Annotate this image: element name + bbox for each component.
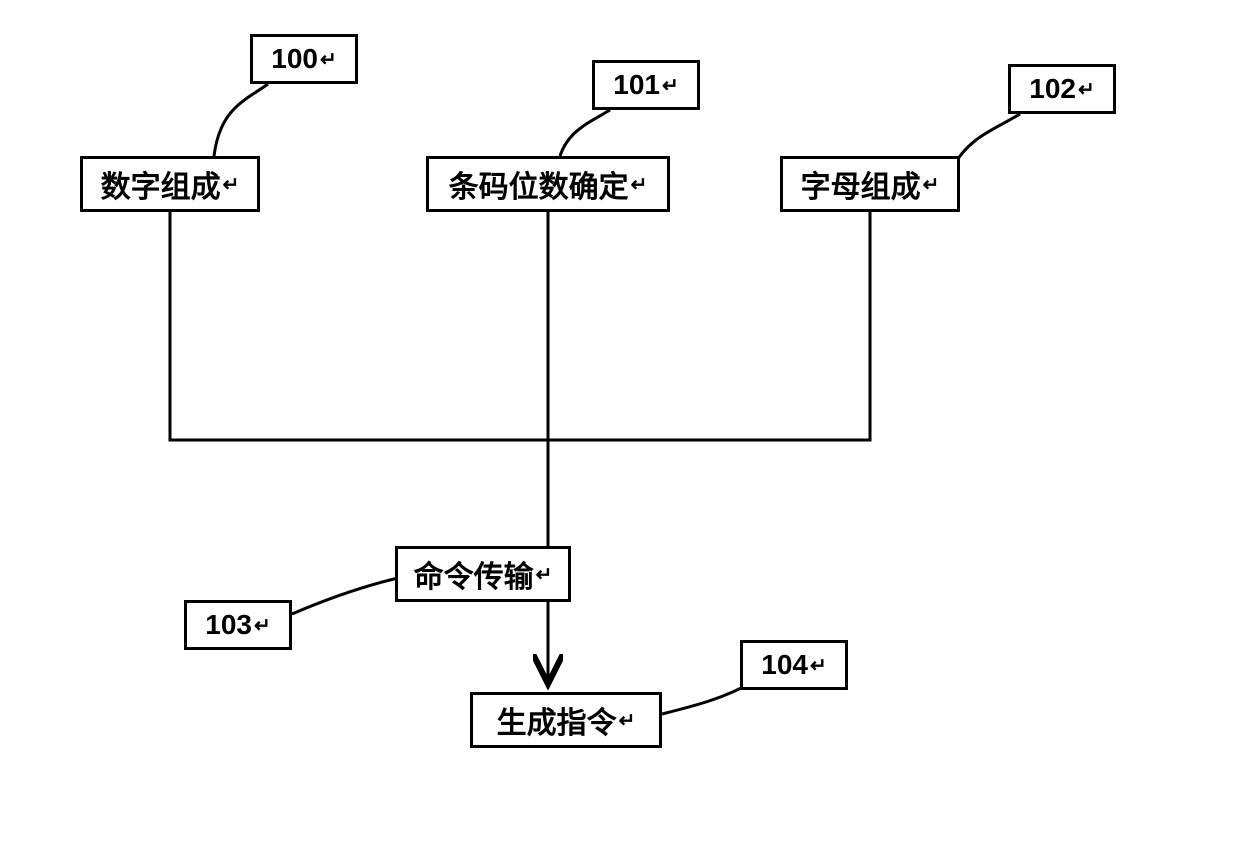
return-mark: ↵ (662, 73, 679, 98)
ref-100: 100↵ (250, 34, 358, 84)
node-letter-composition: 字母组成↵ (780, 156, 960, 212)
node-label: 字母组成 (801, 162, 921, 206)
node-label: 命令传输 (414, 552, 534, 596)
ref-label: 104 (761, 649, 808, 681)
return-mark: ↵ (536, 562, 553, 587)
flowchart-diagram: 数字组成↵ 100↵ 条码位数确定↵ 101↵ 字母组成↵ 102↵ 命令传输↵… (0, 0, 1239, 846)
return-mark: ↵ (320, 47, 337, 72)
ref-label: 102 (1029, 73, 1076, 105)
return-mark: ↵ (619, 708, 636, 733)
return-mark: ↵ (254, 613, 271, 638)
return-mark: ↵ (223, 172, 240, 197)
return-mark: ↵ (1078, 77, 1095, 102)
ref-103: 103↵ (184, 600, 292, 650)
ref-label: 100 (271, 43, 318, 75)
node-generate-instruction: 生成指令↵ (470, 692, 662, 748)
ref-101: 101↵ (592, 60, 700, 110)
node-command-transfer: 命令传输↵ (395, 546, 571, 602)
return-mark: ↵ (810, 653, 827, 678)
ref-label: 101 (613, 69, 660, 101)
node-label: 条码位数确定 (449, 162, 629, 206)
node-barcode-digits: 条码位数确定↵ (426, 156, 670, 212)
return-mark: ↵ (923, 172, 940, 197)
ref-102: 102↵ (1008, 64, 1116, 114)
ref-label: 103 (205, 609, 252, 641)
node-digit-composition: 数字组成↵ (80, 156, 260, 212)
node-label: 数字组成 (101, 162, 221, 206)
ref-104: 104↵ (740, 640, 848, 690)
return-mark: ↵ (631, 172, 648, 197)
node-label: 生成指令 (497, 698, 617, 742)
